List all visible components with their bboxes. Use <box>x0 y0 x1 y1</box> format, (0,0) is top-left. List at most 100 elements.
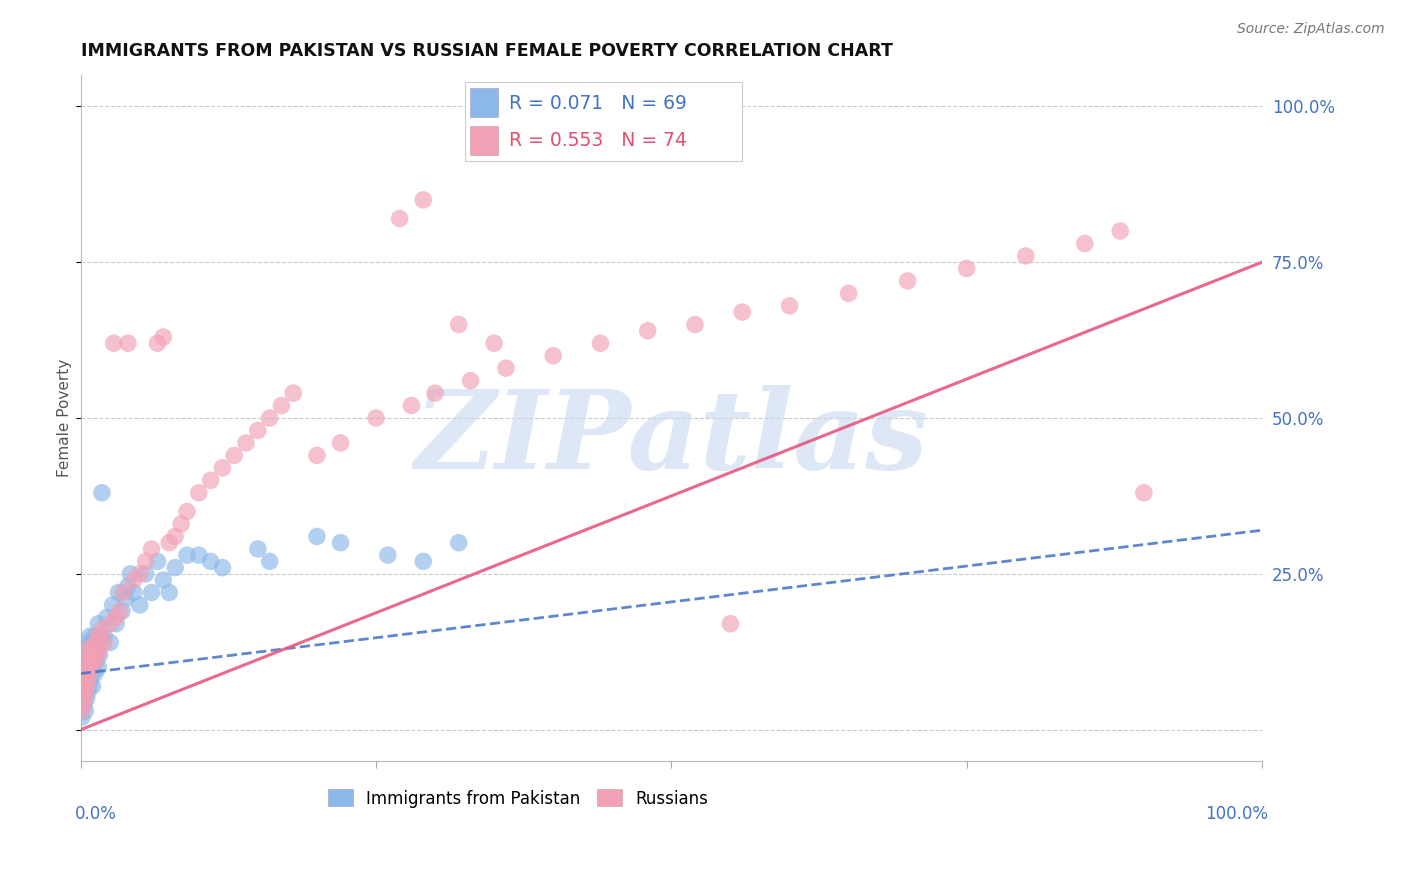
Point <box>176 548 198 562</box>
Point <box>412 193 434 207</box>
Point <box>79 660 101 674</box>
Point <box>80 641 103 656</box>
Point <box>76 673 98 687</box>
Point <box>401 399 423 413</box>
Text: 0.0%: 0.0% <box>75 805 117 823</box>
Point <box>103 336 125 351</box>
Point <box>423 386 446 401</box>
Point <box>718 616 741 631</box>
Point <box>135 566 157 581</box>
Point <box>76 648 98 662</box>
Point <box>329 436 352 450</box>
Point <box>224 449 246 463</box>
Point <box>76 685 98 699</box>
Point <box>76 673 98 687</box>
Point <box>73 698 96 712</box>
Point <box>200 554 222 568</box>
Point <box>495 361 517 376</box>
Point <box>73 691 96 706</box>
Point <box>76 679 98 693</box>
Point <box>82 635 104 649</box>
Point <box>165 560 187 574</box>
Point <box>72 679 94 693</box>
Point <box>897 274 920 288</box>
Point <box>187 485 209 500</box>
Point <box>122 573 145 587</box>
Text: 100.0%: 100.0% <box>1205 805 1268 823</box>
Point <box>79 673 101 687</box>
Point <box>107 585 129 599</box>
Point <box>122 585 145 599</box>
Point <box>447 535 470 549</box>
Point <box>96 610 118 624</box>
Point <box>87 629 110 643</box>
Point <box>83 648 105 662</box>
Point <box>83 641 105 656</box>
Point <box>86 648 108 662</box>
Point <box>128 566 150 581</box>
Point <box>105 610 128 624</box>
Point <box>75 666 97 681</box>
Point <box>90 485 112 500</box>
Point <box>1074 236 1097 251</box>
Point <box>259 411 281 425</box>
Point <box>86 641 108 656</box>
Point <box>165 529 187 543</box>
Point <box>89 648 111 662</box>
Point <box>90 629 112 643</box>
Point <box>482 336 505 351</box>
Point <box>83 654 105 668</box>
Point <box>141 585 163 599</box>
Point <box>447 318 470 332</box>
Point <box>152 330 174 344</box>
Point <box>79 654 101 668</box>
Point <box>101 598 124 612</box>
Point <box>283 386 305 401</box>
Point <box>76 691 98 706</box>
Point <box>135 554 157 568</box>
Point <box>82 648 104 662</box>
Point <box>83 629 105 643</box>
Text: IMMIGRANTS FROM PAKISTAN VS RUSSIAN FEMALE POVERTY CORRELATION CHART: IMMIGRANTS FROM PAKISTAN VS RUSSIAN FEMA… <box>80 42 893 60</box>
Point <box>637 324 659 338</box>
Point <box>98 635 121 649</box>
Point <box>956 261 979 276</box>
Text: Source: ZipAtlas.com: Source: ZipAtlas.com <box>1237 22 1385 37</box>
Point <box>170 516 193 531</box>
Point <box>82 660 104 674</box>
Point <box>70 698 93 712</box>
Point <box>211 560 233 574</box>
Point <box>105 616 128 631</box>
Point <box>77 666 100 681</box>
Point <box>128 598 150 612</box>
Point <box>89 641 111 656</box>
Point <box>70 685 93 699</box>
Legend: Immigrants from Pakistan, Russians: Immigrants from Pakistan, Russians <box>321 782 714 814</box>
Point <box>77 679 100 693</box>
Point <box>305 529 328 543</box>
Point <box>1015 249 1038 263</box>
Point <box>77 641 100 656</box>
Point <box>84 635 107 649</box>
Point <box>76 635 98 649</box>
Point <box>329 535 352 549</box>
Point <box>211 461 233 475</box>
Point <box>114 591 136 606</box>
Point <box>117 579 139 593</box>
Point <box>98 616 121 631</box>
Point <box>460 374 482 388</box>
Point <box>75 704 97 718</box>
Point <box>93 635 115 649</box>
Point <box>111 604 134 618</box>
Point <box>87 660 110 674</box>
Point <box>683 318 706 332</box>
Point <box>72 673 94 687</box>
Point <box>589 336 612 351</box>
Point <box>75 666 97 681</box>
Point <box>157 535 180 549</box>
Point <box>731 305 754 319</box>
Point <box>76 660 98 674</box>
Point <box>146 554 169 568</box>
Point <box>70 679 93 693</box>
Point <box>75 641 97 656</box>
